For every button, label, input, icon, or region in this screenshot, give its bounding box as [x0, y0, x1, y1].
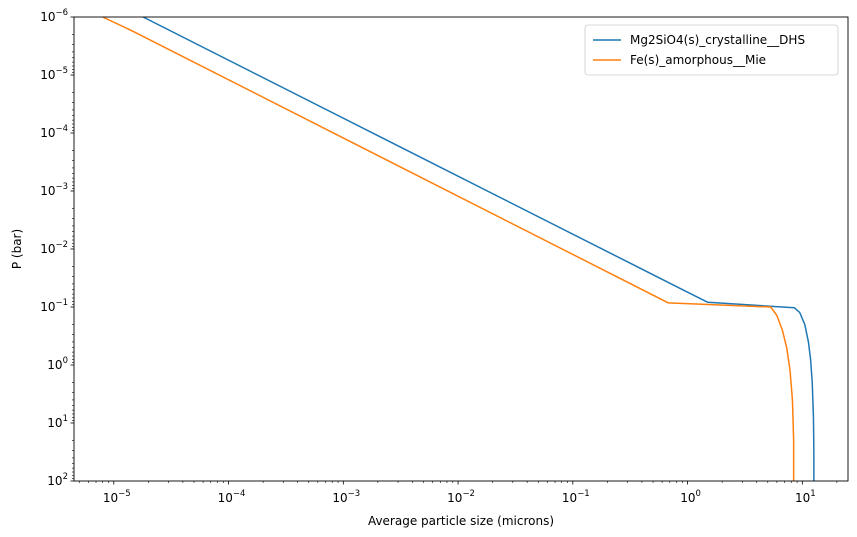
y-tick-label-6: 100: [47, 356, 68, 372]
y-tick-label-1: 10−5: [40, 66, 68, 82]
legend-label-2: Fe(s)_amorphous__Mie: [630, 53, 766, 67]
x-tick-label-6: 101: [795, 489, 816, 505]
legend-label-1: Mg2SiO4(s)_crystalline__DHS: [630, 33, 805, 47]
y-tick-label-7: 101: [47, 414, 68, 430]
x-tick-label-1: 10−4: [218, 489, 246, 505]
y-tick-label-5: 10−1: [40, 298, 68, 314]
legend: Mg2SiO4(s)_crystalline__DHS Fe(s)_amorpho…: [584, 24, 839, 76]
plot-frame: [73, 16, 849, 482]
x-tick-label-0: 10−5: [103, 489, 131, 505]
series-layer: [102, 17, 815, 481]
x-tick-label-4: 10−1: [562, 489, 590, 505]
y-tick-label-8: 102: [47, 472, 68, 488]
x-tick-label-5: 100: [680, 489, 701, 505]
x-axis-label: Average particle size (microns): [368, 514, 554, 528]
x-tick-label-3: 10−2: [447, 489, 475, 505]
series-line-1: [142, 17, 815, 481]
legend-box: [584, 24, 839, 76]
x-tick-label-2: 10−3: [332, 489, 360, 505]
y-axis-label: P (bar): [10, 229, 24, 269]
ticks-layer: 10−5 10−4 10−3 10−2 10−1 100 101 10−6 10−5 10−4 10…: [40, 8, 838, 505]
y-tick-label-2: 10−4: [40, 124, 68, 140]
series-line-2: [102, 17, 795, 481]
y-tick-label-3: 10−3: [40, 182, 68, 198]
y-tick-label-4: 10−2: [40, 240, 68, 256]
y-tick-label-0: 10−6: [40, 8, 68, 24]
